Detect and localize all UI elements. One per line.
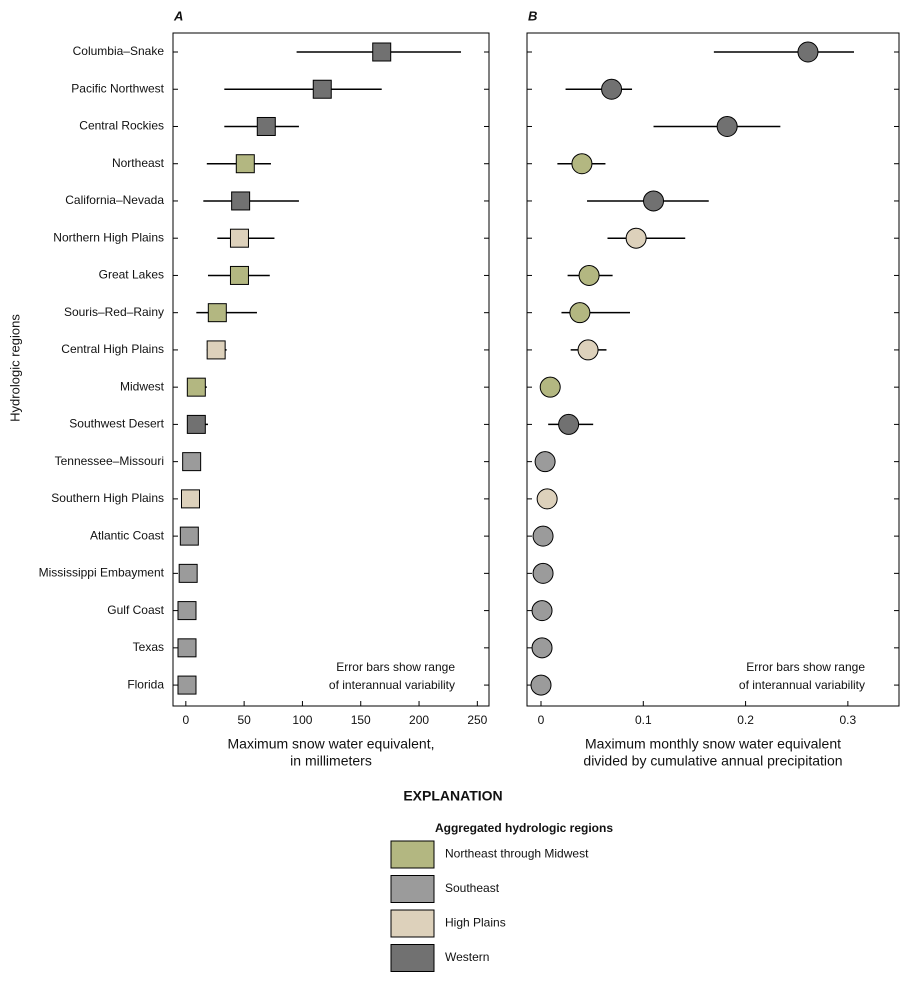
marker xyxy=(558,413,580,435)
x-axis-label: Maximum monthly snow water equivalent xyxy=(585,736,841,752)
marker xyxy=(206,340,226,360)
marker xyxy=(531,600,553,622)
marker xyxy=(578,264,600,286)
x-tick-label: 150 xyxy=(351,713,371,727)
marker xyxy=(186,414,206,434)
marker xyxy=(716,115,738,137)
marker xyxy=(372,42,392,62)
x-tick-label: 0.3 xyxy=(840,713,857,727)
marker xyxy=(178,563,198,583)
marker xyxy=(235,154,255,174)
legend-label: Northeast through Midwest xyxy=(445,847,589,861)
category-label: Northeast xyxy=(112,156,165,170)
marker xyxy=(182,452,202,472)
legend-title: EXPLANATION xyxy=(403,788,502,804)
marker xyxy=(571,153,593,175)
x-tick-label: 0 xyxy=(538,713,545,727)
x-tick-label: 50 xyxy=(237,713,251,727)
marker xyxy=(256,116,276,136)
x-tick-label: 100 xyxy=(292,713,312,727)
category-label: Atlantic Coast xyxy=(90,528,165,542)
x-tick-label: 0.2 xyxy=(737,713,754,727)
marker xyxy=(797,41,819,63)
category-label: California–Nevada xyxy=(65,193,164,207)
plot-frame xyxy=(172,32,490,707)
marker xyxy=(179,526,199,546)
annotation: Error bars show range xyxy=(746,660,865,674)
marker xyxy=(530,674,552,696)
annotation: of interannual variability xyxy=(739,678,865,692)
category-label: Central High Plains xyxy=(61,342,164,356)
x-axis-label: Maximum snow water equivalent, xyxy=(228,736,435,752)
legend-swatch xyxy=(390,909,435,938)
marker xyxy=(531,637,553,659)
x-tick-label: 200 xyxy=(409,713,429,727)
marker xyxy=(532,562,554,584)
x-tick-label: 250 xyxy=(467,713,487,727)
marker xyxy=(180,489,200,509)
category-label: Columbia–Snake xyxy=(73,44,165,58)
category-label: Great Lakes xyxy=(99,268,164,282)
marker xyxy=(643,190,665,212)
x-axis-label: in millimeters xyxy=(290,753,372,769)
category-label: Souris–Red–Rainy xyxy=(64,305,164,319)
x-tick-label: 0.1 xyxy=(635,713,652,727)
plot-frame xyxy=(526,32,900,707)
category-label: Southwest Desert xyxy=(69,417,164,431)
category-label: Central Rockies xyxy=(79,119,164,133)
panel-label: B xyxy=(528,8,537,23)
marker xyxy=(536,488,558,510)
category-label: Tennessee–Missouri xyxy=(55,454,164,468)
x-axis-label: divided by cumulative annual precipitati… xyxy=(583,753,842,769)
annotation: Error bars show range xyxy=(336,660,455,674)
marker xyxy=(534,451,556,473)
marker xyxy=(177,638,197,658)
category-label: Northern High Plains xyxy=(53,230,164,244)
legend-swatch xyxy=(390,840,435,869)
marker xyxy=(625,227,647,249)
category-label: Pacific Northwest xyxy=(71,81,164,95)
marker xyxy=(229,228,249,248)
legend-swatch xyxy=(390,944,435,972)
marker xyxy=(231,191,251,211)
category-label: Midwest xyxy=(120,379,165,393)
marker xyxy=(186,377,206,397)
marker xyxy=(207,303,227,323)
marker xyxy=(539,376,561,398)
legend-label: Southeast xyxy=(445,881,500,895)
marker xyxy=(177,601,197,621)
marker xyxy=(177,675,197,695)
category-label: Florida xyxy=(127,677,164,691)
marker xyxy=(577,339,599,361)
y-axis-label: Hydrologic regions xyxy=(7,314,22,422)
legend-subtitle: Aggregated hydrologic regions xyxy=(435,821,613,835)
legend-label: Western xyxy=(445,950,489,964)
category-label: Southern High Plains xyxy=(51,491,164,505)
marker xyxy=(532,525,554,547)
annotation: of interannual variability xyxy=(329,678,455,692)
legend-label: High Plains xyxy=(445,916,506,930)
marker xyxy=(569,302,591,324)
marker xyxy=(312,79,332,99)
marker xyxy=(229,265,249,285)
category-label: Mississippi Embayment xyxy=(39,566,165,580)
x-tick-label: 0 xyxy=(182,713,189,727)
category-label: Texas xyxy=(133,640,164,654)
panel-label: A xyxy=(173,8,183,23)
legend-swatch xyxy=(390,875,435,903)
category-label: Gulf Coast xyxy=(107,603,164,617)
marker xyxy=(601,78,623,100)
